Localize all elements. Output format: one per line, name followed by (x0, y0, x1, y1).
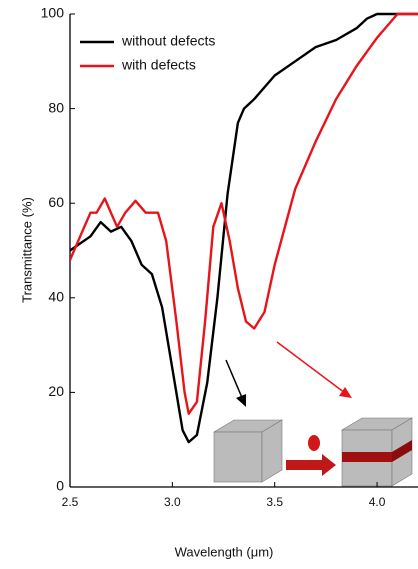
legend-label: without defects (121, 33, 215, 49)
annotation (214, 342, 412, 486)
x-tick-label: 3.5 (266, 495, 283, 509)
x-tick-label: 2.5 (62, 495, 79, 509)
legend-label: with defects (121, 57, 196, 73)
chart: Transmittance (%) Wavelength (μm) 0 20 40 6… (0, 0, 418, 569)
y-tick-label: 60 (48, 194, 64, 210)
x-tick-label: 3.0 (164, 495, 181, 509)
x-tick-label: 4.0 (369, 495, 386, 509)
data-line (70, 14, 418, 414)
y-tick-label: 100 (41, 5, 65, 21)
y-tick-label: 40 (48, 289, 64, 305)
y-tick-label: 20 (48, 383, 64, 399)
y-tick-label: 80 (48, 99, 64, 115)
y-axis-label: Transmittance (%) (19, 197, 34, 303)
data-line (70, 14, 418, 442)
x-axis-label: Wavelength (μm) (175, 544, 274, 559)
y-tick-label: 0 (56, 478, 64, 494)
